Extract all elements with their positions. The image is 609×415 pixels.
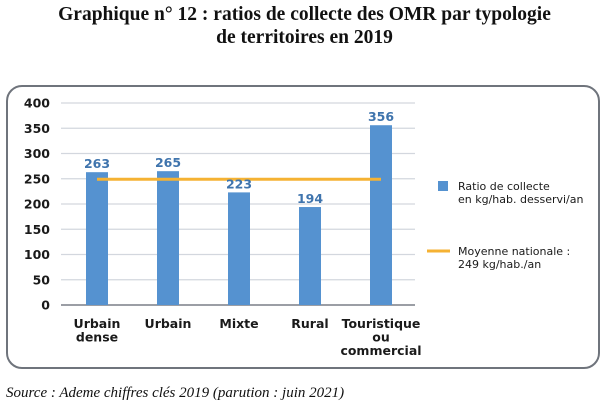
chart-title-line-1: Graphique n° 12 : ratios de collecte des… xyxy=(58,4,551,25)
source-note: Source : Ademe chiffres clés 2019 (parut… xyxy=(6,385,345,401)
data-label: 356 xyxy=(368,109,394,124)
bar xyxy=(86,172,108,305)
x-tick-label: dense xyxy=(76,330,118,345)
bar xyxy=(228,192,250,305)
data-label: 194 xyxy=(297,191,323,206)
y-tick-label: 100 xyxy=(24,247,50,262)
data-label: 263 xyxy=(84,156,110,171)
y-axis-ticks: 0 50 100 150 200 250 300 350 400 xyxy=(24,96,50,313)
chart-title-line-2: de territoires en 2019 xyxy=(216,27,393,48)
bar xyxy=(157,171,179,305)
x-tick-label: commercial xyxy=(340,343,421,358)
legend-label-bar: Ratio de collecte xyxy=(458,180,550,193)
legend-label-line: 249 kg/hab./an xyxy=(458,258,541,271)
chart-title: Graphique n° 12 : ratios de collecte des… xyxy=(0,3,609,49)
bar xyxy=(370,125,392,305)
legend-marker-bar xyxy=(438,181,448,191)
y-tick-label: 350 xyxy=(24,121,50,136)
y-tick-label: 250 xyxy=(24,171,50,186)
chart-frame xyxy=(6,85,600,369)
x-tick-label: ou xyxy=(372,330,390,345)
x-tick-label: Touristique xyxy=(342,316,421,331)
legend-label-line: Moyenne nationale : xyxy=(458,245,570,258)
y-tick-label: 0 xyxy=(41,298,50,313)
y-tick-label: 50 xyxy=(33,272,51,287)
x-tick-label: Rural xyxy=(291,316,328,331)
data-label: 223 xyxy=(226,176,252,191)
bars xyxy=(86,125,392,305)
x-tick-label: Urbain xyxy=(74,316,121,331)
y-tick-label: 400 xyxy=(24,96,50,111)
data-label: 265 xyxy=(155,155,181,170)
bar xyxy=(299,207,321,305)
data-labels: 263 265 223 194 356 xyxy=(84,109,394,206)
y-tick-label: 300 xyxy=(24,146,50,161)
x-tick-label: Mixte xyxy=(219,316,258,331)
y-tick-label: 200 xyxy=(24,197,50,212)
legend-label-bar: en kg/hab. desservi/an xyxy=(458,193,583,206)
x-tick-label: Urbain xyxy=(145,316,192,331)
y-tick-label: 150 xyxy=(24,222,50,237)
